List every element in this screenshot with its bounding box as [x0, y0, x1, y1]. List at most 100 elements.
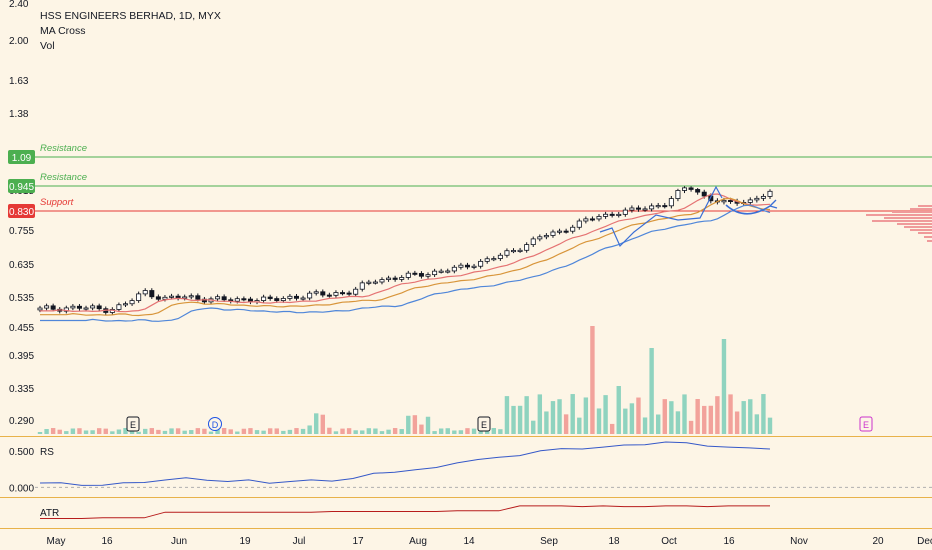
- candle: [50, 305, 56, 310]
- volume-bar: [261, 430, 266, 434]
- volume-bar: [636, 397, 641, 434]
- x-tick-label: 18: [608, 536, 620, 547]
- volume-bar: [175, 428, 181, 434]
- candle: [537, 236, 543, 240]
- volume-bar: [715, 396, 720, 434]
- candle: [504, 250, 510, 256]
- candle: [530, 238, 536, 246]
- candle: [511, 250, 517, 253]
- event-marker-label: D: [212, 420, 219, 430]
- volume-bar: [399, 429, 404, 434]
- volume-bar: [655, 414, 661, 434]
- volume-bar: [123, 428, 128, 434]
- candle: [655, 205, 661, 208]
- volume-bar: [300, 428, 306, 434]
- candle: [491, 258, 497, 261]
- volume-bar: [458, 430, 464, 434]
- earnings-marker: [859, 416, 873, 432]
- volume-bar: [37, 432, 43, 434]
- volume-bar: [445, 428, 450, 434]
- volume-bar: [596, 408, 602, 434]
- volume-bar: [537, 394, 543, 434]
- volume-bar: [281, 430, 286, 434]
- volume-bar: [57, 429, 62, 434]
- volume-bar: [83, 430, 89, 434]
- candle: [221, 296, 227, 301]
- volume-bar: [169, 428, 174, 434]
- volume-bar: [353, 430, 358, 434]
- candle: [353, 288, 359, 295]
- volume-bar: [695, 399, 700, 434]
- volume-bar: [583, 397, 589, 434]
- volume-bar: [531, 420, 536, 434]
- candle: [399, 277, 405, 280]
- volume-bar: [346, 428, 352, 434]
- volume-bar: [373, 428, 378, 434]
- candle: [675, 190, 681, 199]
- candle: [688, 187, 694, 190]
- volume-bar: [728, 394, 733, 434]
- volume-bar: [392, 428, 398, 434]
- x-tick-label: 20: [872, 536, 884, 547]
- atr-line: [40, 505, 770, 519]
- volume-bar: [287, 429, 293, 434]
- candle: [576, 220, 582, 228]
- candle: [366, 281, 372, 284]
- candle: [609, 213, 615, 216]
- price-tag-label: 0.945: [9, 182, 34, 193]
- x-tick-label: Dec: [917, 536, 932, 547]
- candle: [767, 190, 773, 197]
- candle: [642, 208, 648, 211]
- candle: [63, 307, 69, 312]
- x-tick-label: May: [47, 536, 66, 547]
- rs-tick-label: 0.000: [9, 483, 34, 494]
- candle: [451, 266, 457, 272]
- volume-bar: [669, 401, 674, 434]
- volume-bar: [235, 431, 240, 434]
- x-tick-label: 19: [239, 536, 251, 547]
- candle: [340, 292, 346, 295]
- ma-line-orange: [40, 197, 771, 317]
- candle: [464, 264, 470, 268]
- volume-bar: [412, 415, 418, 434]
- volume-bar: [721, 339, 727, 434]
- volume-bar: [360, 430, 365, 434]
- volume-bar: [438, 428, 444, 434]
- candle: [379, 279, 385, 283]
- candle: [412, 272, 418, 275]
- volume-bar: [70, 428, 76, 434]
- x-tick-label: 16: [723, 536, 735, 547]
- earnings-marker: [126, 416, 140, 432]
- volume-profile-bar: [904, 226, 932, 228]
- x-tick-label: 16: [101, 536, 113, 547]
- volume-bar: [202, 428, 207, 434]
- candle: [760, 196, 766, 199]
- volume-bar: [215, 429, 220, 434]
- volume-bar: [748, 399, 753, 434]
- candle: [570, 226, 576, 232]
- volume-profile-bar: [918, 232, 932, 234]
- volume-bar: [340, 428, 345, 434]
- volume-bar: [629, 403, 635, 434]
- candle: [418, 273, 424, 277]
- volume-bar: [77, 428, 82, 434]
- volume-bar: [366, 428, 372, 434]
- volume-bar: [603, 395, 608, 434]
- indicator-vol[interactable]: Vol: [40, 40, 55, 52]
- volume-bar: [419, 424, 424, 434]
- indicator-ma-cross[interactable]: MA Cross: [40, 25, 86, 37]
- candle: [37, 307, 43, 311]
- event-marker-label: E: [130, 420, 136, 430]
- symbol-title[interactable]: HSS ENGINEERS BERHAD, 1D, MYX: [40, 10, 221, 22]
- volume-bar: [642, 417, 648, 434]
- candle: [405, 272, 411, 278]
- volume-profile-bar: [897, 223, 932, 225]
- candle: [326, 294, 332, 297]
- volume-bar: [517, 405, 523, 434]
- price-tag-label: 1.09: [12, 153, 32, 164]
- candle: [155, 296, 161, 300]
- trend-drawing: [599, 185, 723, 248]
- volume-bar: [254, 430, 260, 434]
- volume-profile-bar: [872, 220, 932, 222]
